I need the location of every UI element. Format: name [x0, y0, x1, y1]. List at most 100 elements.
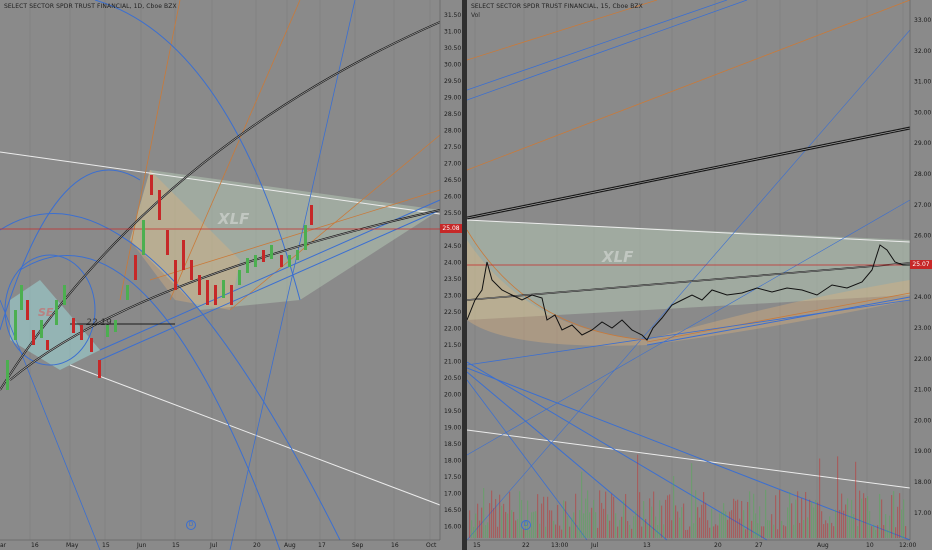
right-event-marker-icon[interactable]: D — [521, 520, 531, 530]
left-price-axis-label: 18.50 — [444, 441, 461, 448]
pane-divider[interactable] — [462, 0, 467, 550]
volume-bar — [687, 529, 689, 538]
left-price-axis-label: 27.50 — [444, 144, 461, 151]
left-price-axis-label: 27.00 — [444, 161, 461, 168]
left-chart-title: SELECT SECTOR SPDR TRUST FINANCIAL, 1D, … — [4, 3, 177, 10]
volume-bar — [879, 493, 881, 538]
volume-bar — [699, 517, 701, 538]
volume-bar — [603, 508, 605, 538]
volume-bar — [553, 520, 555, 538]
volume-bar — [789, 492, 791, 538]
volume-bar — [681, 507, 683, 538]
volume-bar — [623, 500, 625, 538]
volume-bar — [561, 529, 563, 538]
volume-bar — [901, 509, 903, 538]
right-time-axis-label: 13:00 — [551, 542, 568, 549]
left-event-marker-icon[interactable]: D — [186, 520, 196, 530]
volume-bar — [549, 510, 551, 538]
left-time-axis-label: 15 — [102, 542, 110, 549]
volume-bar — [883, 525, 885, 538]
volume-bar — [845, 504, 847, 538]
left-price-axis-label: 21.50 — [444, 342, 461, 349]
left-price-axis-label: 16.00 — [444, 524, 461, 531]
left-chart-pane[interactable]: 31.50 31.00 30.50 30.00 29.50 29.00 28.50 28.00… — [0, 0, 462, 550]
left-price-axis-label: 22.00 — [444, 326, 461, 333]
volume-bar — [811, 501, 813, 538]
volume-bar — [813, 507, 815, 538]
volume-bar — [853, 514, 855, 538]
volume-bar — [745, 529, 747, 538]
volume-bar — [571, 517, 573, 538]
volume-bar — [755, 513, 757, 538]
right-time-axis-label: 10 — [866, 542, 874, 549]
volume-bar — [905, 526, 907, 538]
right-price-axis-label: 31.00 — [914, 79, 931, 86]
volume-bar — [847, 498, 849, 538]
volume-bar — [521, 500, 523, 538]
volume-bar — [869, 511, 871, 538]
volume-bar — [759, 506, 761, 538]
volume-bar — [653, 491, 655, 538]
volume-bar — [593, 499, 595, 538]
volume-bar — [609, 520, 611, 538]
volume-bar — [887, 529, 889, 538]
volume-bar — [551, 510, 553, 538]
right-price-axis-label: 23.00 — [914, 325, 931, 332]
volume-bar — [573, 512, 575, 538]
right-chart-pane[interactable]: 33.00 32.00 31.00 30.00 29.00 28.00 27.00 26.00… — [467, 0, 932, 550]
left-price-axis-label: 29.00 — [444, 95, 461, 102]
left-time-axis-label: 16 — [31, 542, 39, 549]
volume-bar — [495, 499, 497, 538]
volume-bar — [721, 511, 723, 538]
volume-bar — [783, 525, 785, 538]
volume-bar — [799, 522, 801, 538]
volume-bar — [655, 516, 657, 538]
left-price-axis-label: 19.00 — [444, 425, 461, 432]
volume-bar — [833, 526, 835, 538]
right-chart-canvas[interactable]: 33.00 32.00 31.00 30.00 29.00 28.00 27.00 26.00… — [467, 0, 932, 550]
volume-bar — [489, 503, 491, 538]
left-price-axis-label: 29.50 — [444, 78, 461, 85]
volume-bar — [657, 525, 659, 538]
left-price-axis-label: 22.50 — [444, 309, 461, 316]
volume-bar — [563, 500, 565, 538]
volume-bar — [491, 490, 493, 538]
left-chart-annotation[interactable]: 22.19 — [86, 318, 112, 328]
volume-bar — [835, 509, 837, 538]
left-price-axis-label: 28.50 — [444, 111, 461, 118]
right-price-axis-label: 27.00 — [914, 202, 931, 209]
volume-bar — [765, 489, 767, 538]
volume-bar — [875, 529, 877, 538]
volume-bar — [529, 529, 531, 538]
volume-bar — [859, 490, 861, 538]
volume-bar — [487, 522, 489, 538]
volume-bar — [559, 525, 561, 538]
volume-bar — [757, 523, 759, 538]
volume-bar — [579, 510, 581, 538]
volume-bar — [697, 507, 699, 538]
volume-bar — [557, 505, 559, 538]
volume-bar — [633, 516, 635, 538]
volume-bar — [669, 494, 671, 538]
volume-bar — [753, 493, 755, 538]
left-price-axis-label: 31.50 — [444, 12, 461, 19]
left-chart-canvas[interactable]: 31.50 31.00 30.50 30.00 29.50 29.00 28.50 28.00… — [0, 0, 462, 550]
right-time-axis-label: 27 — [755, 542, 763, 549]
volume-bar — [839, 509, 841, 538]
right-time-axis-label: 12:00 — [899, 542, 916, 549]
volume-bar — [497, 526, 499, 538]
volume-bar — [663, 524, 665, 538]
volume-bar — [707, 520, 709, 538]
volume-bar — [893, 491, 895, 538]
volume-bar — [583, 513, 585, 538]
right-price-axis-label: 17.00 — [914, 510, 931, 517]
volume-bar — [483, 487, 485, 538]
volume-bar — [649, 498, 651, 538]
volume-bar — [793, 524, 795, 538]
volume-bar — [665, 499, 667, 538]
volume-bar — [797, 491, 799, 538]
volume-bar — [591, 507, 593, 538]
volume-bar — [817, 502, 819, 538]
volume-bar — [493, 508, 495, 538]
left-price-axis-label: 17.50 — [444, 474, 461, 481]
